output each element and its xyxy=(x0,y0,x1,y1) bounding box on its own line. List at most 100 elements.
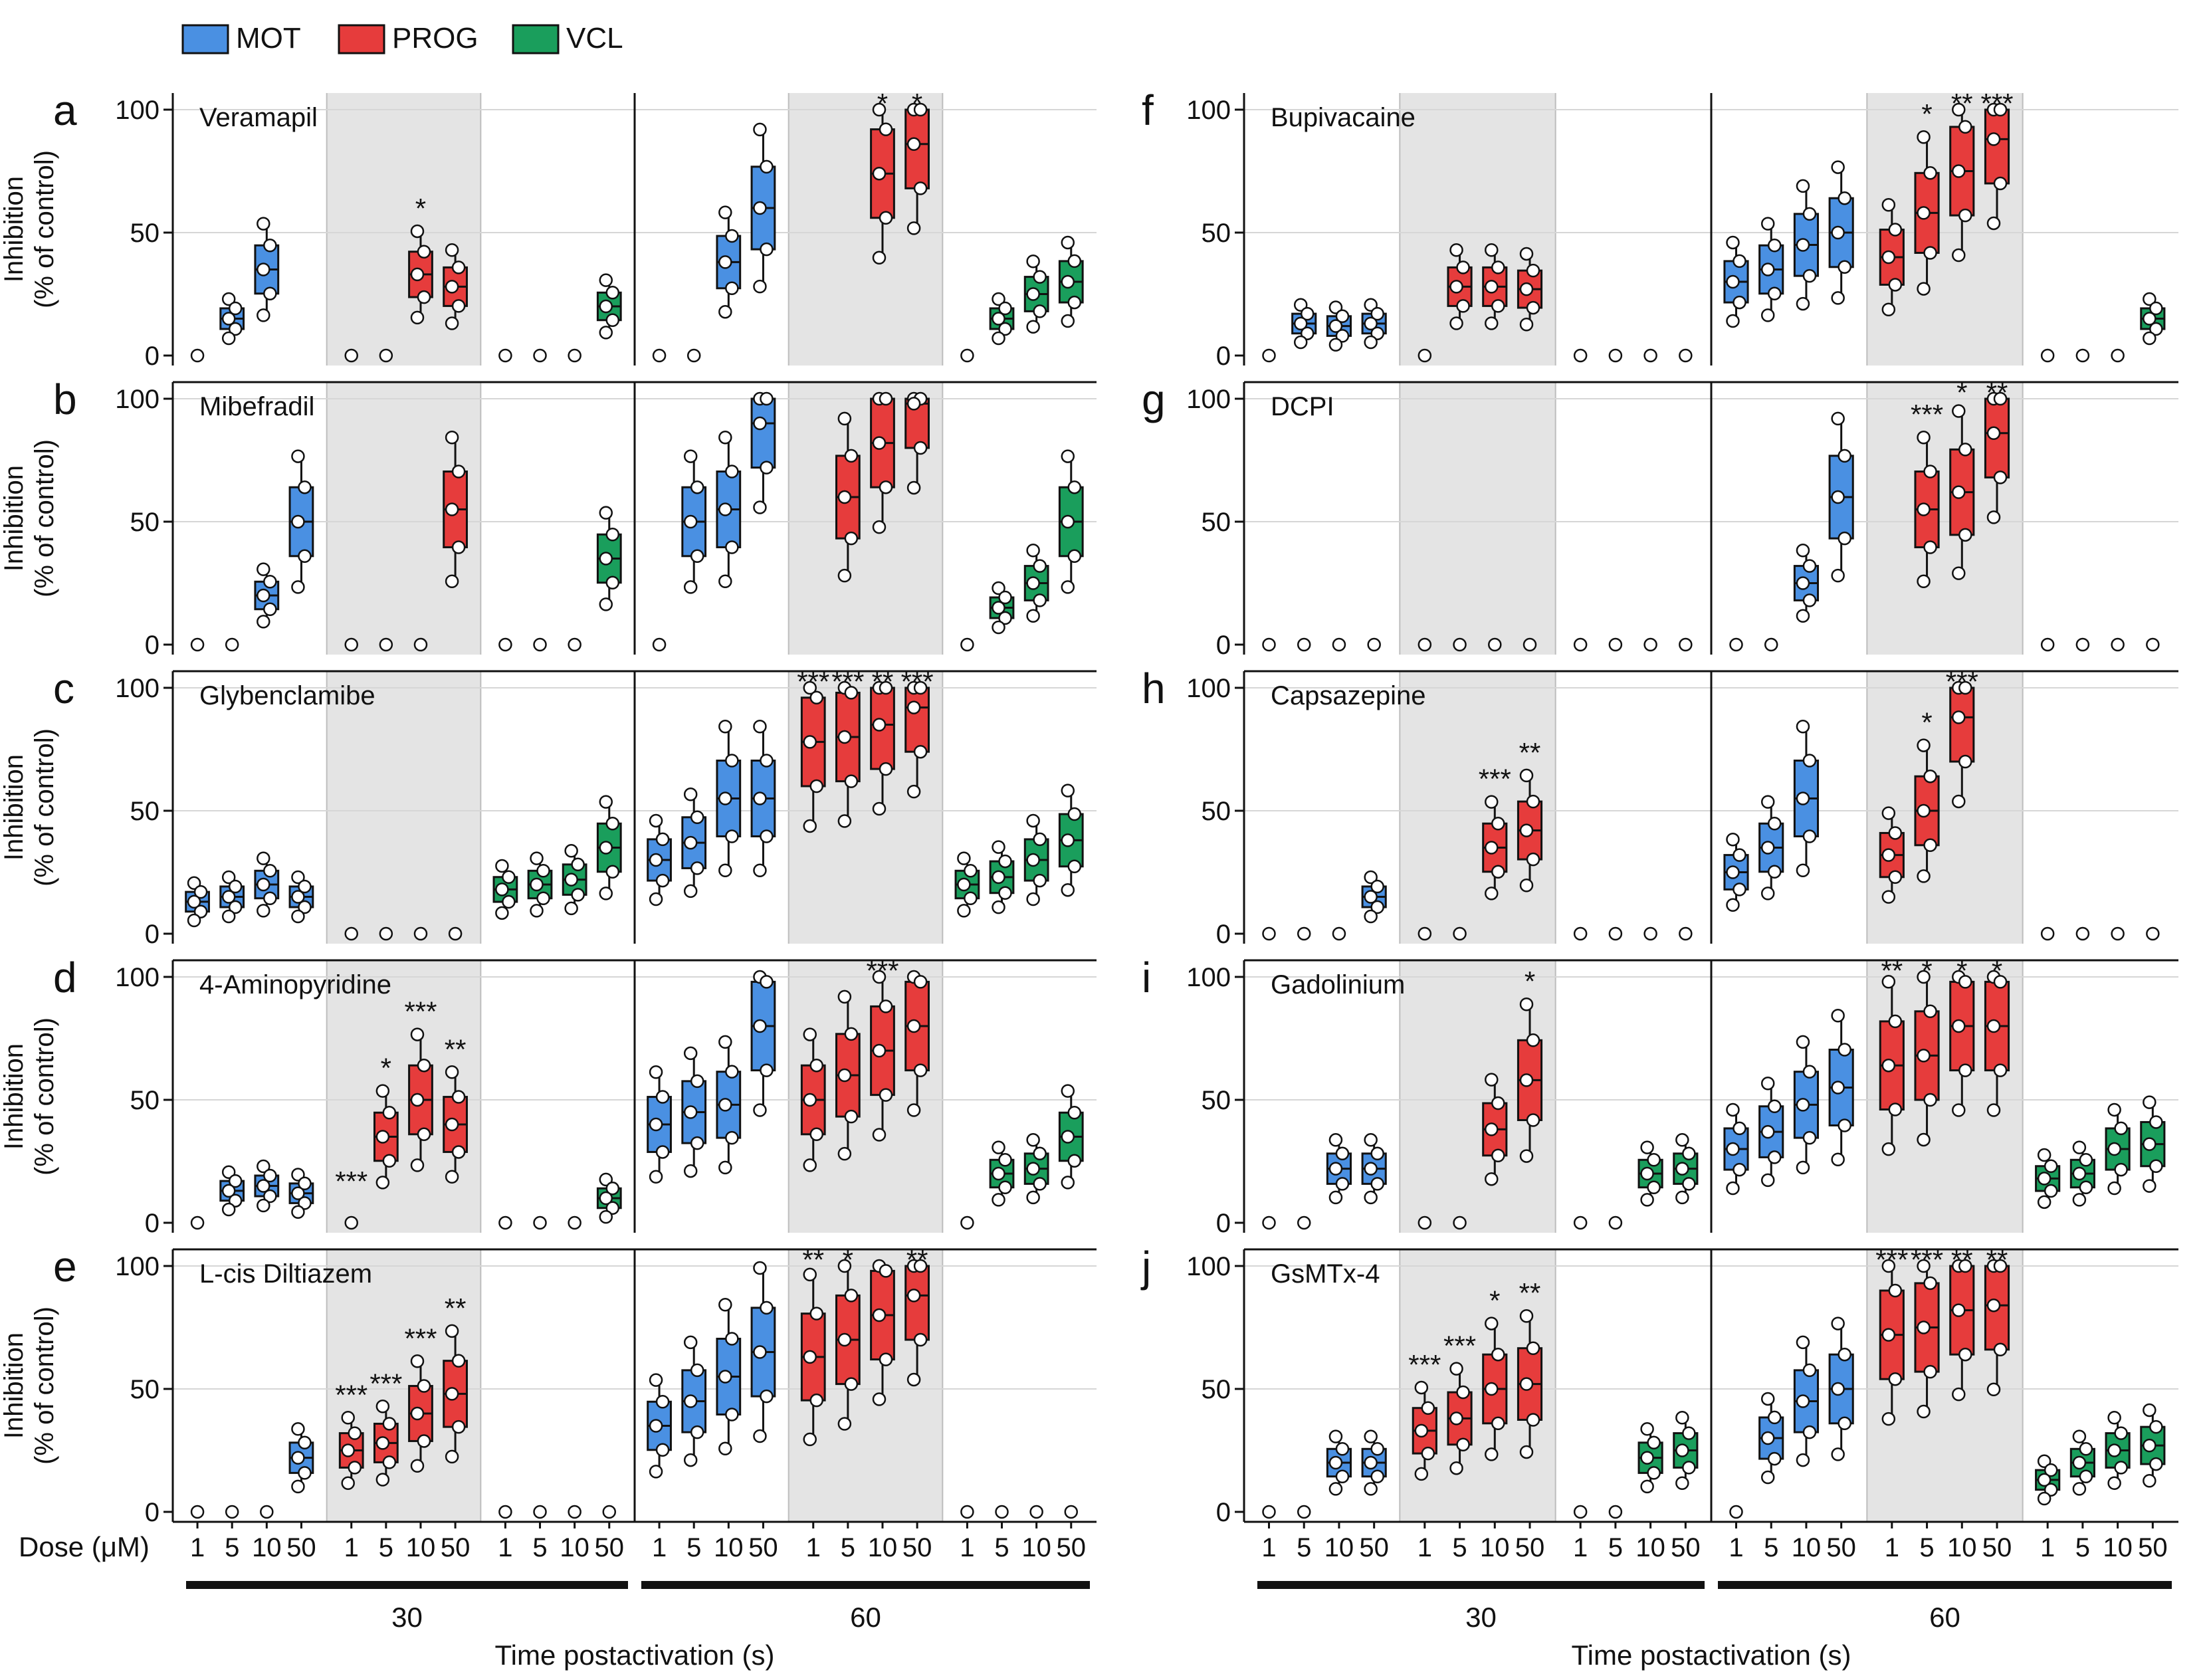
zero-point xyxy=(1608,348,1623,363)
data-point xyxy=(2114,1162,2128,1177)
box-mot xyxy=(1291,298,1317,350)
dose-tick-label: 1 xyxy=(1573,1533,1588,1562)
data-point xyxy=(872,166,887,181)
data-point xyxy=(1449,280,1463,294)
box-prog xyxy=(443,243,468,330)
data-point xyxy=(1519,1309,1534,1323)
box-mot xyxy=(254,217,280,322)
y-axis-label: Inhibition(% of control) xyxy=(0,150,59,308)
data-point xyxy=(1767,286,1782,301)
y-tick-label: 0 xyxy=(1216,1209,1231,1238)
data-point xyxy=(872,718,887,732)
data-point xyxy=(1888,223,1903,237)
data-point xyxy=(263,286,277,301)
data-point xyxy=(1952,102,1966,117)
data-point xyxy=(1917,970,1931,984)
data-point xyxy=(1328,300,1343,314)
panel-letter: a xyxy=(53,86,77,134)
significance-stars: ** xyxy=(1951,1244,1973,1275)
significance-stars: * xyxy=(912,88,922,119)
data-point xyxy=(1958,528,1972,542)
data-point xyxy=(1640,1166,1654,1181)
data-point xyxy=(718,502,732,516)
zero-point xyxy=(1418,1215,1432,1230)
data-point xyxy=(1760,1392,1775,1406)
significance-stars: *** xyxy=(901,666,934,697)
box-vcl xyxy=(989,581,1015,635)
box-mot xyxy=(681,788,707,898)
data-point xyxy=(760,829,774,843)
data-point xyxy=(683,580,698,594)
data-point xyxy=(605,816,620,831)
data-point xyxy=(683,1046,698,1061)
data-point xyxy=(1033,1177,1047,1191)
time-group-label: 60 xyxy=(850,1602,881,1633)
data-point xyxy=(1675,1162,1689,1176)
data-point xyxy=(1838,1043,1851,1057)
dose-tick-label: 50 xyxy=(595,1533,625,1562)
data-point xyxy=(2072,1455,2087,1470)
data-point xyxy=(298,1176,312,1191)
data-point xyxy=(2079,1153,2093,1167)
data-point xyxy=(410,1354,425,1368)
data-point xyxy=(1421,1446,1435,1461)
zero-point xyxy=(960,1215,974,1230)
data-point xyxy=(221,909,236,924)
data-point xyxy=(760,1389,774,1404)
data-point xyxy=(803,1158,817,1172)
box-body xyxy=(750,397,776,469)
data-point xyxy=(2114,1426,2128,1440)
data-point xyxy=(1485,841,1499,855)
data-point xyxy=(445,1065,459,1079)
box-prog xyxy=(1517,1309,1543,1459)
zero-point xyxy=(2040,926,2055,941)
y-axis-label-line1: Inhibition xyxy=(0,1332,29,1439)
box-mot xyxy=(1361,1429,1387,1496)
data-point xyxy=(1519,1377,1534,1391)
data-point xyxy=(998,301,1012,316)
data-point xyxy=(257,588,270,603)
significance-stars: ** xyxy=(1986,377,2008,408)
data-point xyxy=(1364,1429,1378,1443)
data-point xyxy=(1519,1149,1534,1163)
box-prog xyxy=(1517,247,1543,332)
zero-point xyxy=(1608,637,1623,652)
box-prog xyxy=(443,430,468,589)
box-prog xyxy=(1984,970,2010,1117)
data-point xyxy=(1300,306,1315,321)
significance-stars: ** xyxy=(1519,1277,1541,1309)
box-vcl xyxy=(596,506,622,611)
y-tick-label: 100 xyxy=(1186,674,1231,703)
data-point xyxy=(1760,1470,1775,1485)
data-point xyxy=(1364,1133,1378,1147)
bottom-axis: Dose (μM) 30 60 Time postactivation (s) 30 60… xyxy=(19,1531,2172,1671)
box-mot xyxy=(288,449,314,594)
zero-point xyxy=(1573,1215,1588,1230)
data-point xyxy=(1952,485,1966,499)
y-tick-label: 100 xyxy=(1186,1252,1231,1281)
box-vcl xyxy=(2035,1148,2061,1209)
data-point xyxy=(879,999,893,1013)
data-point xyxy=(998,1180,1012,1194)
data-point xyxy=(1456,299,1470,313)
y-axis-label-line2: (% of control) xyxy=(30,439,59,597)
box-vcl xyxy=(1673,1133,1699,1205)
data-point xyxy=(263,602,277,616)
data-point xyxy=(263,238,277,253)
data-point xyxy=(502,870,516,885)
significance-stars: *** xyxy=(404,996,437,1027)
box-mot xyxy=(254,1159,280,1213)
box-mot xyxy=(1828,1316,1854,1461)
data-point xyxy=(1838,1416,1851,1431)
box-vcl xyxy=(492,859,518,920)
data-point xyxy=(410,1027,425,1041)
data-point xyxy=(445,280,459,294)
data-point xyxy=(599,506,613,520)
zero-point xyxy=(1332,926,1346,941)
data-point xyxy=(1952,164,1966,178)
data-point xyxy=(187,913,201,928)
data-point xyxy=(1449,1362,1463,1376)
time-group-label: 30 xyxy=(391,1602,423,1633)
significance-stars: * xyxy=(1956,377,1967,408)
data-point xyxy=(998,886,1012,900)
